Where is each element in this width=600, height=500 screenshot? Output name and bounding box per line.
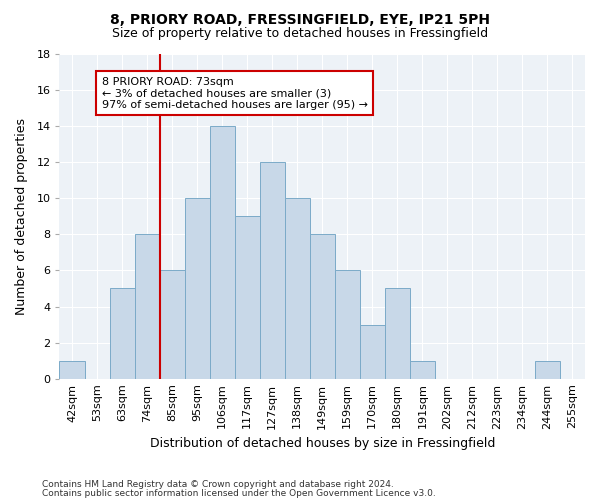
- Bar: [285, 198, 310, 378]
- Bar: [134, 234, 160, 378]
- X-axis label: Distribution of detached houses by size in Fressingfield: Distribution of detached houses by size …: [149, 437, 495, 450]
- Bar: [410, 360, 435, 378]
- Text: Contains HM Land Registry data © Crown copyright and database right 2024.: Contains HM Land Registry data © Crown c…: [42, 480, 394, 489]
- Text: Contains public sector information licensed under the Open Government Licence v3: Contains public sector information licen…: [42, 489, 436, 498]
- Y-axis label: Number of detached properties: Number of detached properties: [15, 118, 28, 315]
- Bar: [235, 216, 260, 378]
- Bar: [385, 288, 410, 378]
- Text: 8 PRIORY ROAD: 73sqm
← 3% of detached houses are smaller (3)
97% of semi-detache: 8 PRIORY ROAD: 73sqm ← 3% of detached ho…: [101, 76, 368, 110]
- Bar: [360, 324, 385, 378]
- Bar: [310, 234, 335, 378]
- Text: 8, PRIORY ROAD, FRESSINGFIELD, EYE, IP21 5PH: 8, PRIORY ROAD, FRESSINGFIELD, EYE, IP21…: [110, 12, 490, 26]
- Bar: [185, 198, 209, 378]
- Text: Size of property relative to detached houses in Fressingfield: Size of property relative to detached ho…: [112, 28, 488, 40]
- Bar: [260, 162, 285, 378]
- Bar: [110, 288, 134, 378]
- Bar: [160, 270, 185, 378]
- Bar: [535, 360, 560, 378]
- Bar: [209, 126, 235, 378]
- Bar: [59, 360, 85, 378]
- Bar: [335, 270, 360, 378]
